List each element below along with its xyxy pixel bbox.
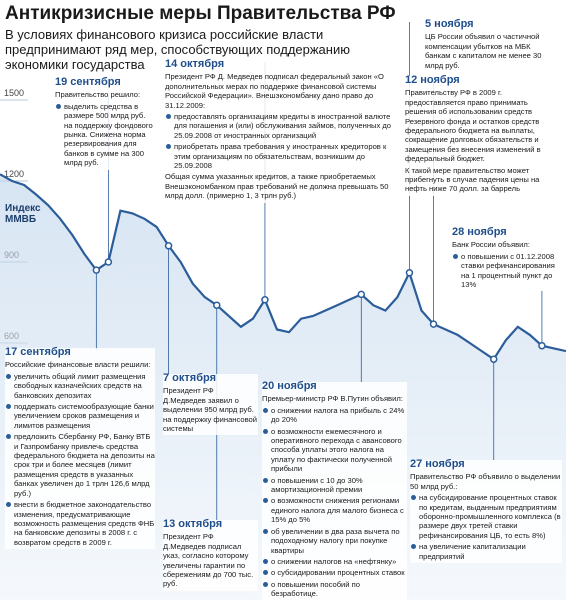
event-dot <box>429 320 438 328</box>
bullet: о субсидировании процентных ставок <box>263 568 407 577</box>
annotation-date: 7 октября <box>163 372 216 384</box>
annotation: 20 ноября Премьер-министр РФ В.Путин объя… <box>262 380 407 600</box>
annotation-text: Правительство РФ объявило о выделении 50… <box>410 472 561 491</box>
annotation-text: К такой мере правительство может прибегн… <box>405 165 540 194</box>
annotation-date: 17 сентября <box>5 346 71 358</box>
annotation-date: 5 ноября <box>425 18 474 30</box>
event-dot <box>489 355 498 363</box>
y-axis-label: Индекс ММВБ <box>5 203 41 225</box>
annotation-date: 27 ноября <box>410 458 465 470</box>
event-dot <box>405 269 414 277</box>
bullet-list: увеличить общий лимит размещения свободн… <box>5 372 155 547</box>
annotation: 28 ноября Банк России объявил: о повышении… <box>452 226 562 292</box>
annotation-text: Правительству РФ в 2009 г. предоставляет… <box>405 88 541 164</box>
annotation-text: Президент РФ Д.Медведев подписал указ, с… <box>163 532 254 589</box>
event-dot <box>213 301 221 309</box>
annotation-text: Премьер-министр РФ В.Путин объявил: <box>262 394 403 404</box>
annotation: 7 октября Президент РФ Д.Медведев заявил … <box>163 372 258 436</box>
bullet: о снижении налога на прибыль с 24% до 20… <box>263 406 407 425</box>
event-dot <box>357 290 366 299</box>
bullet: предложить Сбербанку РФ, Банку ВТБ и Газ… <box>6 432 155 498</box>
bullet: выделить средства в размере 500 млрд руб… <box>56 102 155 168</box>
annotation: 19 сентября Правительство решило: выделить… <box>55 76 155 170</box>
y-tick-label: 1500 <box>4 88 24 98</box>
bullet: приобретать права требования у иностранн… <box>166 142 397 170</box>
annotation-text: Банк России объявил: <box>452 240 530 250</box>
annotation: 12 ноября Правительству РФ в 2009 г. пред… <box>405 74 557 196</box>
bullet: на увеличение капитализации предприятий <box>411 542 562 561</box>
bullet-list: на субсидирование процентных ставок по к… <box>410 493 562 561</box>
chart-title: Антикризисные меры Правительства РФ <box>5 3 396 24</box>
annotation: 17 сентября Российские финансовые власти … <box>5 346 155 550</box>
bullet: внести в бюджетное законодательство изме… <box>6 500 155 547</box>
annotation: 13 октября Президент РФ Д.Медведев подпис… <box>163 518 258 591</box>
annotation-date: 28 ноября <box>452 226 507 238</box>
bullet: о снижении налогов на «нефтянку» <box>263 557 407 566</box>
bullet: о повышении с 01.12.2008 ставки рефинанс… <box>453 252 562 290</box>
bullet-list: о повышении с 01.12.2008 ставки рефинанс… <box>452 252 562 290</box>
annotation-date: 12 ноября <box>405 74 460 86</box>
annotation: 27 ноября Правительство РФ объявило о выд… <box>410 458 562 564</box>
bullet: о повышении пособий по безработице. <box>263 580 407 599</box>
bullet: об увеличении в два раза вычета по подох… <box>263 527 407 555</box>
bullet: о возможности снижения регионами единого… <box>263 496 407 524</box>
annotation-date: 20 ноября <box>262 380 317 392</box>
bullet: увеличить общий лимит размещения свободн… <box>6 372 155 400</box>
bullet: о возможности ежемесячного и оперативног… <box>263 427 407 474</box>
annotation-date: 14 октября <box>165 58 225 70</box>
annotation: 14 октября Президент РФ Д. Медведев подпи… <box>165 58 397 203</box>
bullet-list: предоставлять организациям кредиты в ино… <box>165 112 397 170</box>
bullet: о повышении с 10 до 30% амортизационной … <box>263 476 407 495</box>
annotation-date: 19 сентября <box>55 76 121 88</box>
bullet: поддержать системообразующие банки увели… <box>6 402 154 430</box>
annotation-text: ЦБ России объявил о частичной компенсаци… <box>425 32 542 70</box>
bullet-list: о снижении налога на прибыль с 24% до 20… <box>262 406 407 599</box>
annotation-text: Правительство решило: <box>55 90 141 100</box>
annotation-text: Общая сумма указанных кредитов, а также … <box>165 172 389 201</box>
annotation-text: Российские финансовые власти решили: <box>5 360 151 370</box>
subtitle: В условиях финансового кризиса российски… <box>5 27 350 72</box>
event-dot <box>92 266 101 274</box>
annotation-date: 13 октября <box>163 518 223 530</box>
event-dot <box>261 296 269 304</box>
event-dot <box>164 242 173 250</box>
y-tick-label: 1200 <box>4 169 24 179</box>
annotation: 5 ноября ЦБ России объявил о частичной ко… <box>425 18 555 73</box>
annotation-text: Президент РФ Д. Медведев подписал федера… <box>165 72 384 110</box>
event-dot <box>104 258 113 266</box>
bullet-list: выделить средства в размере 500 млрд руб… <box>55 102 155 168</box>
event-dot <box>538 341 546 350</box>
bullet: на субсидирование процентных ставок по к… <box>411 493 561 540</box>
bullet: предоставлять организациям кредиты в ино… <box>166 112 397 140</box>
annotation-text: Президент РФ Д.Медведев заявил о выделен… <box>163 386 258 434</box>
